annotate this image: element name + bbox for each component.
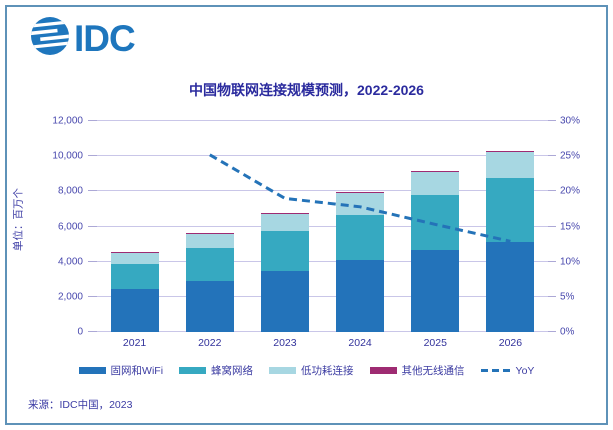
right-axis-tick-label: 20% [560, 185, 581, 197]
left-axis-tick-label: 2,000 [57, 291, 83, 303]
right-tick [548, 225, 556, 227]
left-axis-tick-label: 4,000 [57, 256, 83, 268]
legend-color-swatch [179, 367, 207, 374]
bar-segment [260, 213, 309, 232]
bar-segment [185, 232, 234, 234]
y-axis-unit-label: 单位：百万个 [12, 188, 25, 251]
gridline [97, 295, 548, 297]
left-tick [88, 260, 97, 262]
x-axis-label: 2021 [122, 337, 147, 349]
x-axis-labels: 2021 2022 2023 2024 2025 2026 [97, 337, 548, 351]
gridline [97, 155, 548, 157]
gridline [97, 331, 548, 332]
right-axis-tick-label: 30% [560, 115, 581, 127]
bar-segment [185, 233, 234, 248]
x-axis-label: 2022 [198, 337, 222, 349]
gridline [97, 190, 548, 192]
gridline [97, 225, 548, 227]
right-tick [548, 260, 556, 262]
yoy-line [209, 153, 511, 243]
bar-segment [486, 152, 535, 179]
bar-segment [185, 247, 234, 282]
left-axis-ticks [88, 120, 97, 332]
idc-logo-text: IDC [74, 17, 136, 59]
bar-segment [411, 249, 460, 332]
left-tick [88, 295, 97, 297]
left-tick [88, 190, 97, 192]
left-axis-labels: 0 2,000 4,000 6,000 8,000 10,000 12,000 [30, 116, 83, 338]
x-axis-label: 2026 [498, 337, 523, 349]
right-axis-tick-label: 25% [560, 150, 581, 162]
bar-group-2021 [110, 121, 159, 332]
bar-segment [110, 288, 159, 332]
idc-globe-icon [28, 14, 72, 63]
right-tick [548, 120, 556, 121]
bar-segment [185, 281, 234, 332]
bar-segment [336, 192, 385, 194]
left-tick [88, 225, 97, 227]
legend-label: 固网和WiFi [110, 365, 164, 377]
legend-label: 低功耗连接 [301, 365, 354, 377]
bar-group-2022 [185, 121, 234, 332]
bar-segment [336, 214, 385, 261]
right-axis-tick-label: 10% [560, 256, 581, 268]
bar-group-2024 [336, 121, 385, 332]
left-axis-tick-label: 8,000 [57, 185, 83, 197]
legend-item: 蜂窝网络 [179, 363, 253, 378]
bar-segment [486, 242, 535, 332]
right-tick [548, 331, 556, 332]
chart-legend: 固网和WiFi 蜂窝网络 低功耗连接 其他无线通信 YoY [0, 363, 613, 378]
source-note: 来源：IDC中国，2023 [28, 399, 133, 411]
bar-group-2023 [260, 121, 309, 332]
bar-segment [411, 171, 460, 173]
left-tick [88, 155, 97, 157]
bar-segment [260, 212, 309, 214]
bar-segment [110, 253, 159, 264]
x-axis-label: 2025 [423, 337, 447, 349]
bar-group-2025 [411, 121, 460, 332]
right-tick [548, 155, 556, 157]
idc-logo: IDC [28, 14, 136, 63]
left-axis-tick-label: 6,000 [57, 221, 83, 232]
legend-item: 固网和WiFi [78, 363, 164, 378]
right-axis-tick-label: 15% [560, 221, 581, 232]
bar-segment [411, 172, 460, 195]
legend-item: 低功耗连接 [269, 363, 354, 378]
legend-item: 其他无线通信 [369, 363, 465, 378]
right-axis-tick-label: 5% [560, 291, 575, 303]
right-axis-labels: 0% 5% 10% 15% 20% 25% 30% [560, 116, 605, 338]
left-tick [88, 331, 97, 332]
legend-item: YoY [480, 364, 535, 377]
left-tick [88, 120, 97, 121]
bar-segment [260, 231, 309, 271]
legend-color-swatch [78, 367, 106, 374]
right-axis-ticks [548, 120, 556, 332]
plot-area [97, 120, 548, 332]
legend-color-swatch [269, 367, 297, 374]
gridline [97, 260, 548, 262]
left-axis-tick-label: 10,000 [52, 150, 83, 162]
gridline [97, 120, 548, 121]
right-tick [548, 295, 556, 297]
bar-group-2026 [486, 121, 535, 332]
bar-segment [486, 151, 535, 153]
chart-title: 中国物联网连接规模预测，2022-2026 [189, 82, 424, 98]
legend-label: 蜂窝网络 [211, 365, 254, 377]
left-axis-tick-label: 12,000 [52, 115, 83, 127]
legend-label: YoY [515, 364, 535, 377]
bar-segment [486, 178, 535, 243]
legend-label: 其他无线通信 [401, 365, 465, 377]
x-axis-label: 2024 [348, 337, 372, 349]
x-axis-label: 2023 [273, 337, 297, 349]
right-axis-tick-label: 0% [560, 326, 575, 338]
right-tick [548, 190, 556, 192]
bar-segment [110, 263, 159, 289]
legend-dashed-line-swatch [480, 369, 511, 372]
left-axis-tick-label: 0 [77, 326, 83, 338]
bar-segment [110, 252, 159, 254]
bar-segment [260, 270, 309, 332]
legend-color-swatch [369, 367, 397, 374]
bar-segment [336, 260, 385, 332]
